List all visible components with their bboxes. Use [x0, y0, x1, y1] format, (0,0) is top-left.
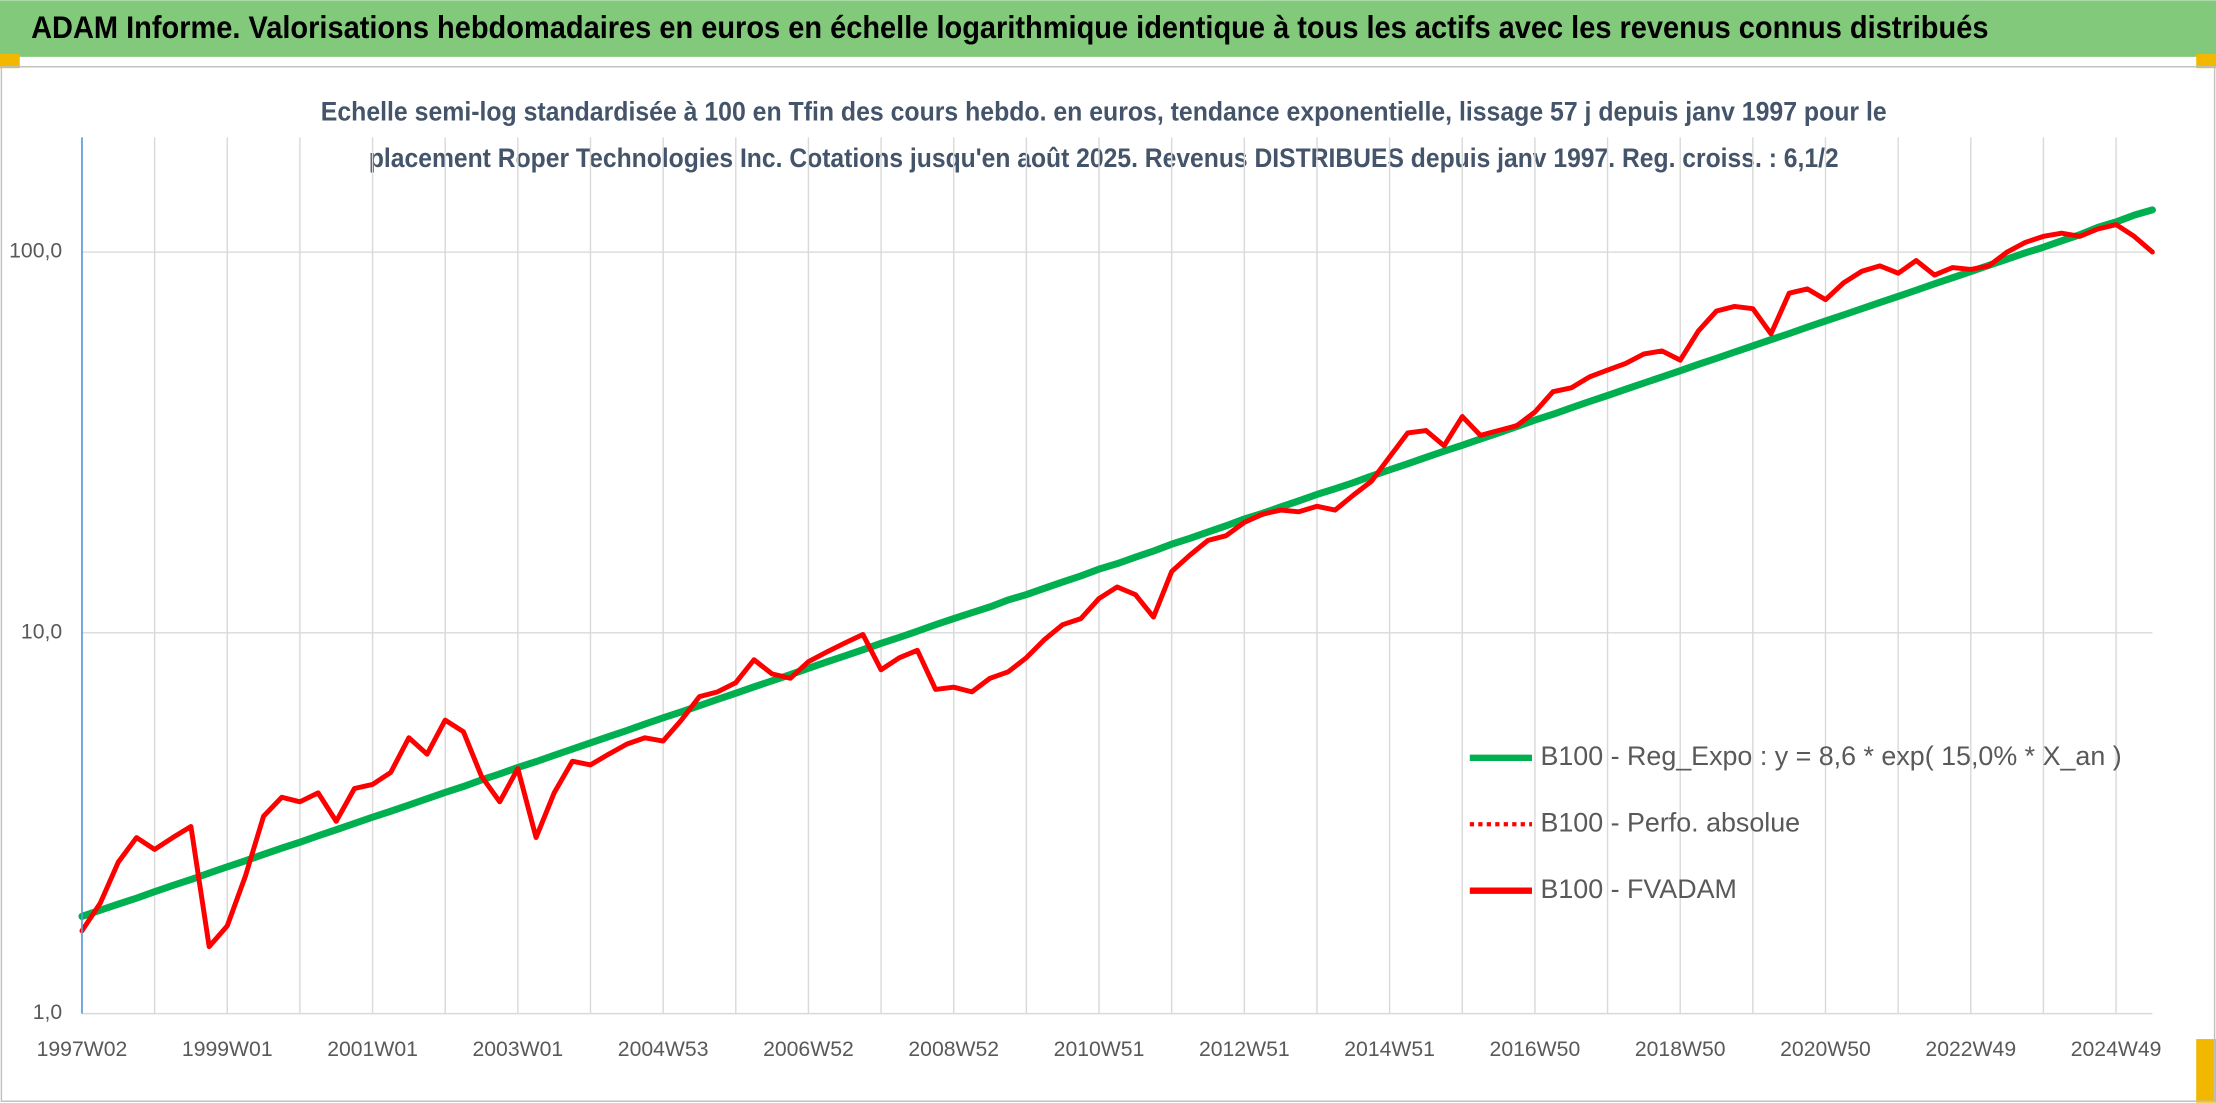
x-tick-label: 2010W51 — [1054, 1038, 1145, 1061]
y-tick-label: 10,0 — [21, 620, 62, 643]
y-tick-label: 100,0 — [9, 240, 62, 263]
x-tick-label: 2014W51 — [1344, 1038, 1435, 1061]
axes: 1,0 10,0 100,0 1997W02 1999W01 2001W01 2003W01… — [9, 137, 2161, 1061]
header-band — [0, 0, 2216, 57]
series-line — [78, 206, 2156, 920]
legend-label: B100 - Perfo. absolue — [1540, 807, 1800, 837]
corner-mark — [2196, 54, 2216, 69]
x-tick-label: 2004W53 — [618, 1038, 709, 1061]
x-tick-label: 1999W01 — [182, 1038, 273, 1061]
y-tick-label: 1,0 — [33, 1001, 62, 1024]
chart-subtitle: placement Roper Technologies Inc. Cotati… — [369, 143, 1839, 173]
x-tick-label: 2018W50 — [1635, 1038, 1726, 1061]
page-title: ADAM Informe. Valorisations hebdomadaire… — [31, 10, 1988, 45]
x-tick-label: 2012W51 — [1199, 1038, 1290, 1061]
x-tick-label: 2016W50 — [1490, 1038, 1581, 1061]
grid — [81, 137, 2153, 1015]
legend-label: B100 - FVADAM — [1540, 874, 1736, 904]
x-tick-label: 2006W52 — [763, 1038, 854, 1061]
x-tick-label: 1997W02 — [37, 1038, 128, 1061]
x-tick-label: 2024W49 — [2071, 1038, 2162, 1061]
x-tick-label: 2020W50 — [1780, 1038, 1871, 1061]
plot-lines — [78, 206, 2156, 950]
series-line — [79, 222, 2155, 950]
legend: B100 - Reg_Expo : y = 8,6 * exp( 15,0% *… — [1469, 741, 2122, 904]
chart-subtitle: Echelle semi-log standardisée à 100 en T… — [321, 96, 1887, 126]
chart-border — [0, 66, 2216, 1102]
x-tick-label: 2001W01 — [327, 1038, 418, 1061]
corner-mark — [2196, 1039, 2216, 1103]
x-tick-label: 2003W01 — [472, 1038, 563, 1061]
x-tick-label: 2022W49 — [1925, 1038, 2016, 1061]
corner-mark — [0, 54, 20, 69]
legend-label: B100 - Reg_Expo : y = 8,6 * exp( 15,0% *… — [1540, 741, 2121, 771]
x-tick-label: 2008W52 — [908, 1038, 999, 1061]
